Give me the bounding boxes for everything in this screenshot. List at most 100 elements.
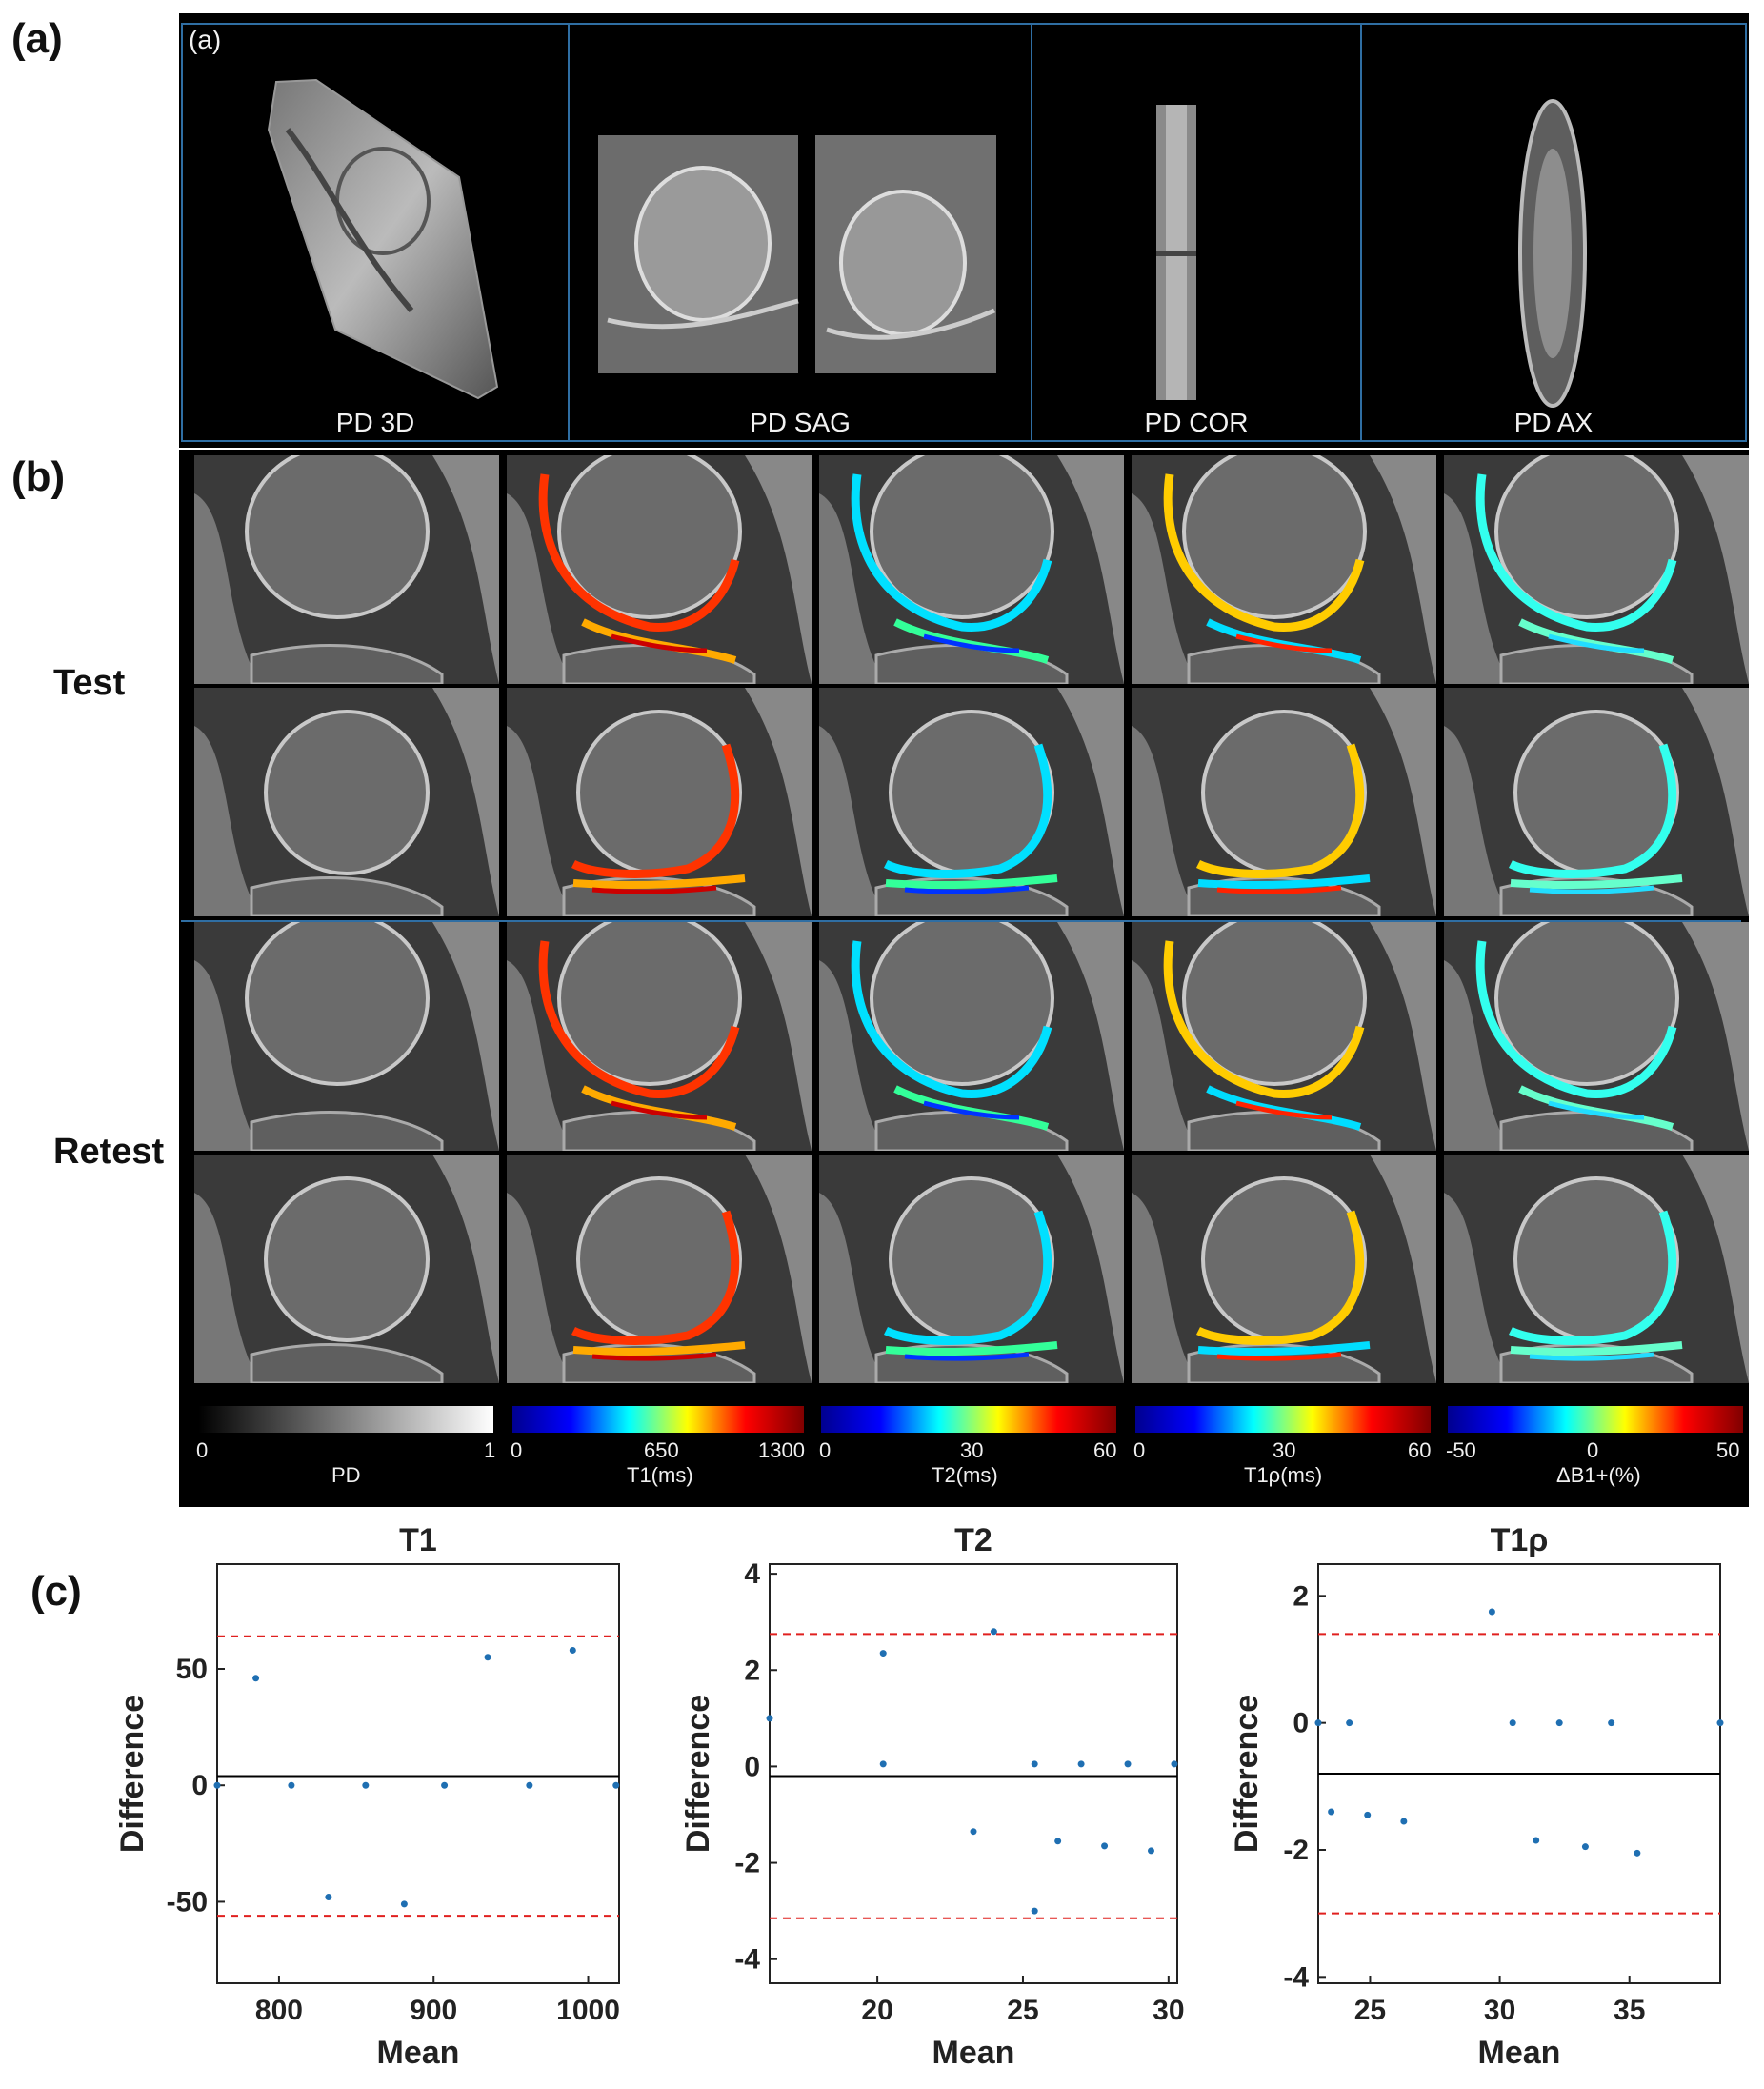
plot-2-xtick-label-2: 30: [1153, 1995, 1184, 2026]
mri-t1-row4: [507, 1155, 812, 1383]
plot-2-point-5: [1031, 1760, 1038, 1768]
plot-3-point-8: [1555, 1719, 1563, 1727]
plot-1-point-7: [484, 1654, 491, 1661]
plot-3-point-3: [1364, 1811, 1372, 1818]
row-label-retest: Retest: [53, 1132, 165, 1172]
colorbar-t1rho: [1135, 1406, 1431, 1433]
plot-2-point-9: [1101, 1842, 1109, 1850]
plot-1-xtick-label-2: 1000: [556, 1995, 620, 2026]
plot-1-xtick-label-1: 900: [410, 1995, 457, 2026]
cbar-t2-tick-2: 60: [1093, 1438, 1117, 1462]
mri-t2-row1: [819, 455, 1124, 684]
mri-pd-row4: [194, 1155, 499, 1383]
cbar-t2-tick-1: 30: [960, 1438, 984, 1462]
cbar-db1-tick-0: -50: [1446, 1438, 1476, 1462]
plot-3-point-12: [1716, 1719, 1724, 1727]
plot-3-point-4: [1400, 1818, 1408, 1825]
plot-1-ylabel: Difference: [114, 1695, 150, 1853]
plot-3-point-6: [1509, 1719, 1516, 1727]
plot-1-xtick-label-0: 800: [255, 1995, 303, 2026]
panel-b-quantitative-maps: 0 1 PD 0 650 1300 T1(ms) 0 30 60 T2(ms) …: [179, 450, 1749, 1507]
plot-3-xtick-label-0: 25: [1354, 1995, 1386, 2026]
colorbar-db1: [1448, 1406, 1743, 1433]
plot-3-xlabel: Mean: [1478, 2035, 1561, 2071]
plot-3-point-5: [1488, 1608, 1495, 1616]
pd-ax-view: PD AX: [1360, 23, 1747, 442]
plot-1-point-0: [213, 1781, 221, 1789]
plot-1-point-5: [400, 1900, 408, 1908]
caption-pd-ax: PD AX: [1513, 408, 1594, 437]
panel-label-c: (c): [30, 1568, 82, 1615]
mri-t1-row3: [507, 922, 812, 1151]
plot-2-ytick-label-0: -4: [734, 1944, 760, 1976]
plot-3-point-9: [1581, 1843, 1589, 1851]
plot-3-ytick-label-1: -2: [1283, 1835, 1309, 1866]
plot-1-title: T1: [399, 1522, 437, 1558]
pd-cor-image: [1156, 105, 1196, 400]
plot-2-point-3: [970, 1828, 977, 1836]
pd-cor-view: PD COR: [1031, 23, 1362, 442]
plot-3-point-1: [1328, 1808, 1335, 1816]
cbar-pd-tick-0: 0: [196, 1438, 209, 1462]
cbar-t1-tick-1: 650: [644, 1438, 679, 1462]
plot-1-ytick-label-2: 50: [176, 1654, 208, 1685]
plot-2-point-11: [1147, 1847, 1154, 1855]
plot-2-point-4: [990, 1628, 997, 1636]
plot-2-point-2: [879, 1760, 887, 1768]
caption-pd-cor: PD COR: [1144, 408, 1249, 437]
cbar-t1-tick-0: 0: [511, 1438, 523, 1462]
plot-1-point-8: [526, 1781, 533, 1789]
plot-1-point-10: [612, 1781, 620, 1789]
mri-t1rho-row3: [1132, 922, 1436, 1151]
mri-db1-row4: [1444, 1155, 1749, 1383]
plot-2-title: T2: [954, 1522, 992, 1558]
plot-3-ytick-label-3: 2: [1293, 1580, 1309, 1612]
mri-t1-row1: [507, 455, 812, 684]
caption-pd-sag: PD SAG: [750, 408, 851, 437]
test-retest-divider: [181, 920, 1741, 922]
plot-2-ytick-label-4: 4: [744, 1558, 760, 1590]
pd-3d-view: PD 3D: [181, 23, 570, 442]
mri-db1-row2: [1444, 688, 1749, 916]
plot-2-point-12: [1171, 1760, 1178, 1768]
plot-1-point-3: [325, 1894, 332, 1901]
cbar-t2-label: T2(ms): [932, 1463, 998, 1487]
plot-3-xtick-label-2: 35: [1614, 1995, 1645, 2026]
plot-3-point-2: [1346, 1719, 1353, 1727]
plot-3-title: T1ρ: [1491, 1522, 1549, 1558]
plot-1-point-2: [288, 1781, 295, 1789]
plot-3-point-7: [1533, 1837, 1540, 1844]
plot-1-point-1: [252, 1675, 260, 1682]
plot-2-point-1: [879, 1650, 887, 1657]
mri-t1rho-row2: [1132, 688, 1436, 916]
panel-a-pd-views: (a) PD 3D PD SAG: [179, 13, 1749, 448]
colorbar-t2: [821, 1406, 1116, 1433]
mri-t2-row4: [819, 1155, 1124, 1383]
plot-3-ytick-label-0: -4: [1283, 1961, 1309, 1993]
plot-2-ytick-label-2: 0: [744, 1751, 760, 1782]
panel-c-bland-altman: T1 800 900 1000 -50 0 50 Mean Difference T2 20 25 30…: [0, 1517, 1764, 2084]
cbar-t1rho-tick-2: 60: [1408, 1438, 1432, 1462]
mri-t2-row2: [819, 688, 1124, 916]
caption-pd-3d: PD 3D: [335, 408, 415, 437]
cbar-db1-tick-2: 50: [1716, 1438, 1740, 1462]
plot-2-point-0: [766, 1715, 773, 1722]
mri-db1-row3: [1444, 922, 1749, 1151]
mri-pd-row3: [194, 922, 499, 1151]
plot-3-point-11: [1634, 1849, 1641, 1857]
pd-ax-image: [1518, 99, 1587, 408]
mri-t1-row2: [507, 688, 812, 916]
panel-label-b: (b): [11, 453, 66, 500]
plot-2-ylabel: Difference: [680, 1695, 716, 1853]
plot-3-point-10: [1608, 1719, 1615, 1727]
cbar-pd-label: PD: [331, 1463, 361, 1487]
mri-db1-row1: [1444, 455, 1749, 684]
plot-2-point-6: [1031, 1907, 1038, 1915]
panel-label-a: (a): [11, 15, 63, 62]
mri-t2-row3: [819, 922, 1124, 1151]
pd-sag-view: PD SAG: [568, 23, 1032, 442]
plot-2-point-8: [1077, 1760, 1085, 1768]
plot-1-point-9: [569, 1646, 576, 1654]
plot-2-point-10: [1124, 1760, 1132, 1768]
